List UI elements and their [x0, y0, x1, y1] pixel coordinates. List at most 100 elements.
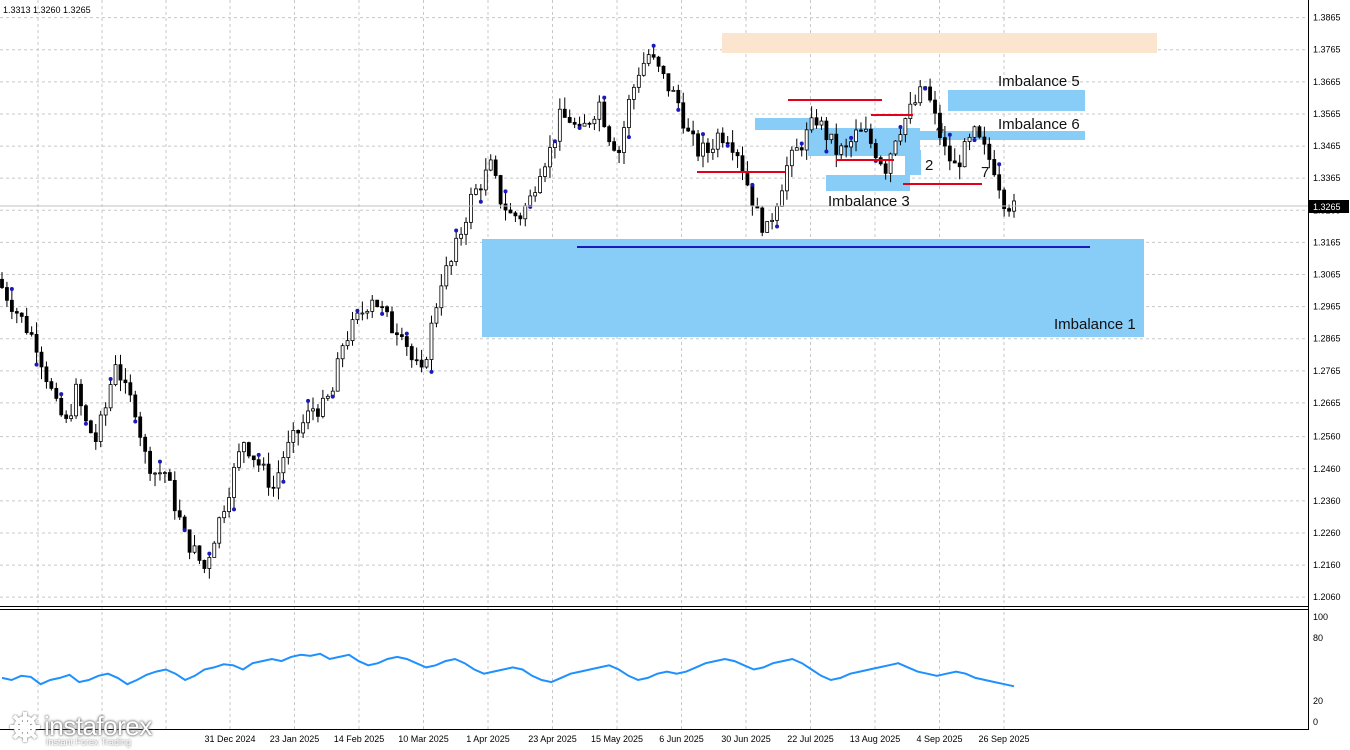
- candle-body: [691, 130, 696, 135]
- price-tick-label: 1.2865: [1313, 334, 1341, 344]
- fractal-marker: [626, 135, 631, 140]
- fractal-marker: [552, 139, 557, 144]
- candle-body: [0, 278, 4, 288]
- candle-body: [434, 307, 439, 324]
- price-tick-label: 1.3165: [1313, 237, 1341, 247]
- oscillator-axis: 100 80 20 0: [1313, 612, 1328, 727]
- candle-body: [118, 364, 123, 381]
- instaforex-icon: [10, 712, 40, 742]
- candle-body: [350, 319, 355, 342]
- candle-body: [123, 379, 128, 384]
- fractal-marker: [478, 199, 483, 204]
- candle-body: [992, 159, 997, 176]
- candle-body: [5, 287, 9, 301]
- candle-body: [562, 108, 567, 118]
- candle-body: [947, 145, 952, 162]
- candle-body: [133, 394, 138, 418]
- candle-body: [69, 415, 74, 419]
- fractal-marker: [306, 398, 311, 403]
- candle-body: [987, 143, 992, 160]
- candle-body: [730, 142, 735, 153]
- candle-body: [29, 332, 34, 335]
- candle-body: [952, 160, 957, 164]
- brand-logo: instaforex Instant Forex Trading: [6, 708, 182, 748]
- fractal-marker: [824, 149, 829, 154]
- imbalance-5-label: Imbalance 5: [998, 73, 1080, 90]
- candle-body: [335, 358, 340, 392]
- imbalance-3-label: Imbalance 3: [828, 193, 910, 210]
- candle-body: [538, 176, 542, 194]
- candle-body: [928, 86, 932, 101]
- imbalance-1-zone: [482, 239, 1144, 337]
- candle-body: [661, 65, 666, 75]
- candle-body: [775, 205, 779, 221]
- candle-body: [548, 147, 552, 168]
- oscillator-tick-label: 20: [1313, 696, 1323, 706]
- candle-body: [972, 126, 977, 138]
- candle-body: [893, 140, 898, 155]
- candle-body: [824, 120, 829, 141]
- fractal-marker: [454, 228, 459, 233]
- fractal-marker: [207, 551, 212, 556]
- candle-body: [217, 517, 222, 544]
- candle-body: [202, 559, 207, 569]
- candle-body: [750, 184, 755, 207]
- candle-body: [543, 166, 547, 177]
- candle-body: [938, 112, 942, 139]
- fractal-marker: [34, 362, 39, 367]
- candle-body: [222, 511, 227, 519]
- candle-body: [404, 336, 409, 347]
- imbalance-2-zone: [755, 118, 810, 130]
- imbalance-6-zone: [920, 131, 1085, 140]
- fractal-marker: [182, 528, 187, 533]
- candle-body: [725, 142, 730, 145]
- candle-body: [241, 442, 246, 453]
- candle-body: [864, 128, 868, 132]
- candle-body: [207, 557, 212, 569]
- candle-body: [888, 153, 893, 174]
- price-tag: 1.3265: [1313, 202, 1341, 212]
- time-tick-label: 26 Sep 2025: [978, 734, 1029, 744]
- candle-body: [508, 209, 513, 214]
- candle-body: [760, 207, 765, 233]
- candle-body: [84, 405, 88, 422]
- candle-body: [962, 141, 967, 168]
- candle-body: [592, 118, 597, 125]
- candle-body: [246, 442, 251, 457]
- price-tick-label: 1.3765: [1313, 45, 1341, 55]
- candle-body: [814, 117, 819, 126]
- candle-body: [582, 122, 587, 127]
- fractal-marker: [676, 107, 681, 112]
- candle-body: [740, 155, 745, 173]
- candle-body: [148, 450, 152, 474]
- candle-body: [780, 190, 784, 207]
- candle-body: [715, 132, 720, 150]
- price-tick-label: 1.3865: [1313, 13, 1341, 23]
- imbalance-4-zone: [905, 150, 921, 175]
- candle-body: [311, 408, 315, 412]
- price-tick-label: 1.2560: [1313, 432, 1341, 442]
- candle-body: [276, 472, 281, 489]
- candle-body: [9, 299, 14, 312]
- candle-body: [74, 383, 78, 417]
- candle-body: [651, 54, 656, 58]
- candle-body: [370, 299, 375, 312]
- fractal-marker: [725, 143, 730, 148]
- time-tick-label: 31 Dec 2024: [204, 734, 255, 744]
- fractal-marker: [775, 224, 780, 229]
- candle-body: [602, 101, 607, 128]
- candle-body: [612, 141, 617, 151]
- candle-body: [834, 133, 839, 155]
- candle-body: [533, 192, 538, 197]
- candle-body: [735, 152, 740, 157]
- fractal-marker: [947, 132, 952, 137]
- candle-body: [395, 332, 399, 336]
- fractal-marker: [355, 308, 360, 313]
- candle-body: [14, 311, 19, 314]
- candle-body: [745, 171, 750, 186]
- candle-body: [617, 149, 621, 153]
- fractal-marker: [503, 189, 508, 194]
- candle-body: [227, 497, 231, 513]
- ohlc-readout: 1.3313 1.3260 1.3265: [3, 5, 91, 15]
